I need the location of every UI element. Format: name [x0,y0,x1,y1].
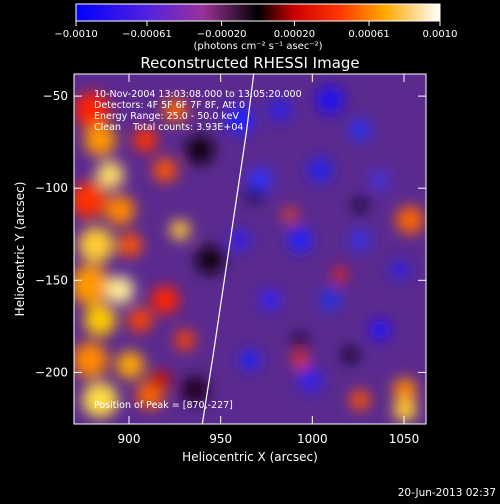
colorbar-tick-label: −0.0010 [54,29,97,40]
limb-path [201,74,255,424]
colorbar-tick-label: −0.00061 [122,29,172,40]
info-line-detectors: Detectors: 4F 5F 6F 7F 8F, Att 0 [94,100,245,111]
y-tick-label: −200 [35,365,68,379]
peak-position-label: Position of Peak = [870,-227] [94,400,233,411]
info-line-energy: Energy Range: 25.0 - 50.0 keV [94,111,239,122]
observation-info: 10-Nov-2004 13:03:08.000 to 13:05:20.000… [94,89,302,133]
x-tick-label: 900 [118,432,141,446]
colorbar-tick-label: 0.00020 [274,29,315,40]
x-axis-label: Heliocentric X (arcsec) [182,450,318,464]
solar-limb-line [201,74,255,424]
info-line-time: 10-Nov-2004 13:03:08.000 to 13:05:20.000 [94,89,302,100]
y-axis-label: Heliocentric Y (arcsec) [13,182,27,317]
colorbar-units-label: (photons cm⁻² s⁻¹ asec⁻²) [193,41,322,52]
x-tick-label: 950 [209,432,232,446]
y-tick-label: −50 [43,89,68,103]
heatmap-image [74,74,426,424]
chart-title: Reconstructed RHESSI Image [140,54,359,72]
plot-frame [73,73,427,425]
colorbar-tick-label: 0.00061 [348,29,389,40]
x-tick-label: 1050 [389,432,420,446]
colorbar-ticks: −0.0010 −0.00061 −0.00020 0.00020 0.00061 0.0… [54,21,458,40]
y-tick-label: −150 [35,273,68,287]
info-line-counts: Clean Total counts: 3.93E+04 [94,122,243,133]
colorbar-tick-label: 0.0010 [423,29,458,40]
colorbar-tick-label: −0.00020 [197,29,247,40]
colorbar [75,3,441,22]
axis-ticks: 900 950 1000 1050 −50 −100 −150 −200 [35,74,426,446]
x-tick-label: 1000 [297,432,328,446]
timestamp: 20-Jun-2013 02:37 [398,487,496,499]
y-tick-label: −100 [35,181,68,195]
